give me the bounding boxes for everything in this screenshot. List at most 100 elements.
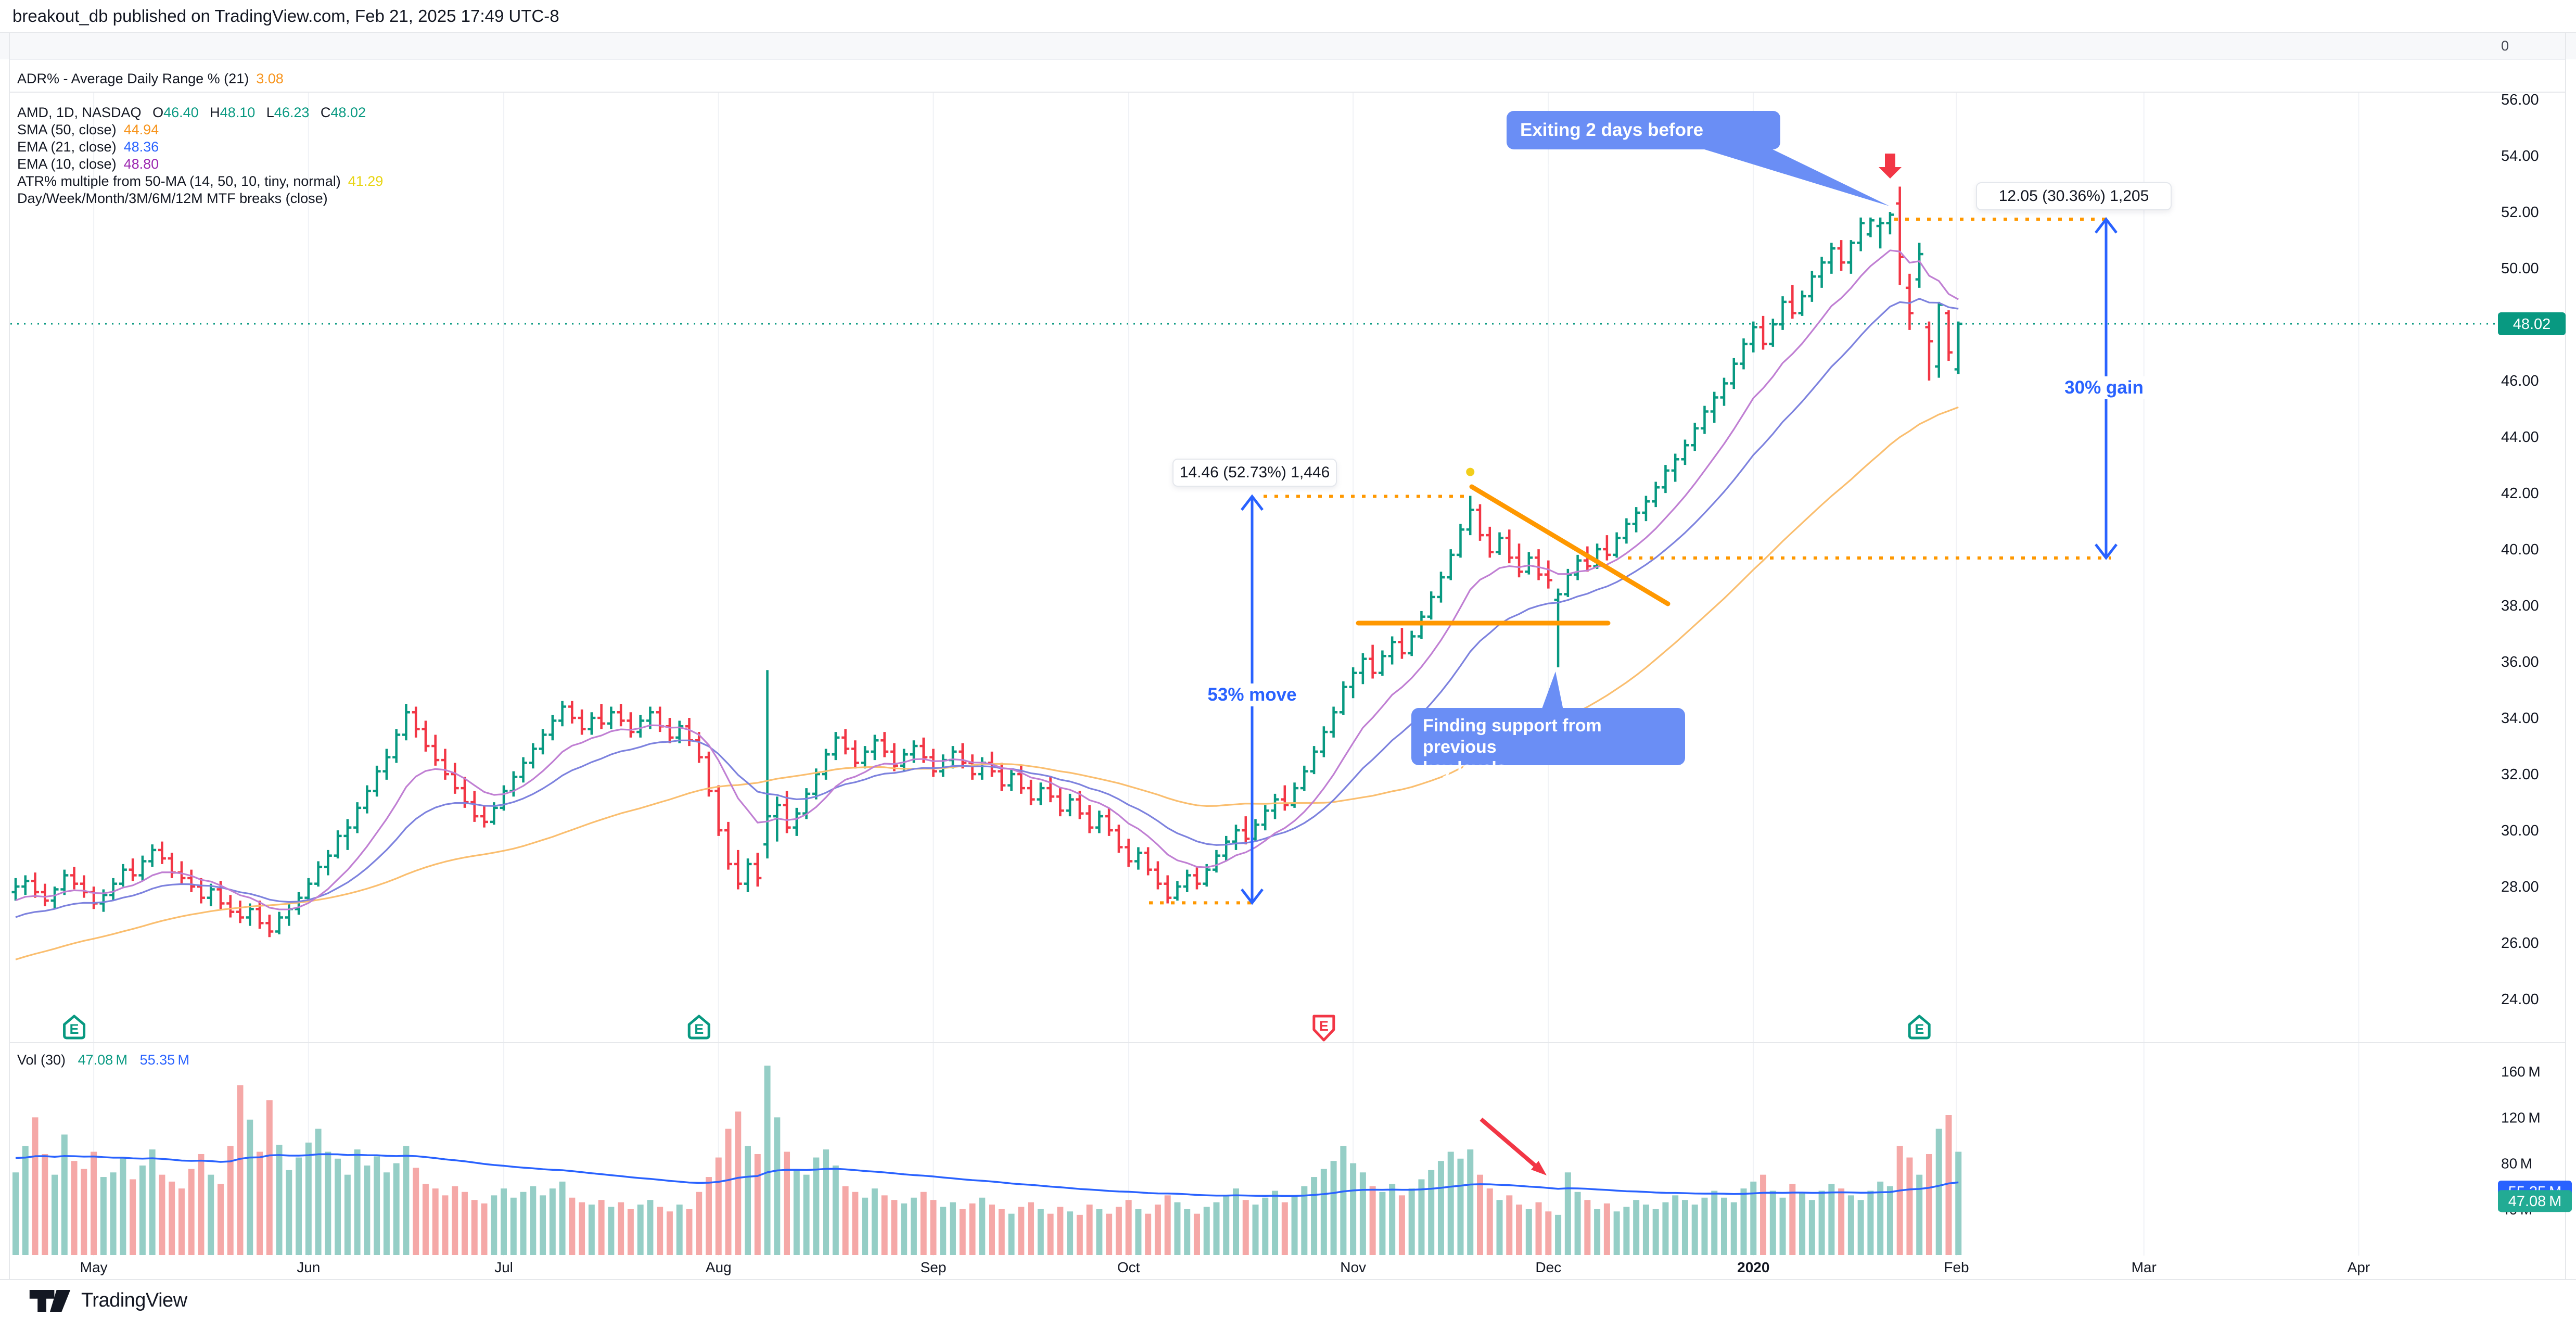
svg-text:0: 0 <box>2501 38 2509 54</box>
sma50-legend-row[interactable]: SMA (50, close) 44.94 <box>17 121 383 138</box>
tradingview-logo-icon <box>29 1289 71 1312</box>
svg-text:28.00: 28.00 <box>2501 879 2539 895</box>
measure-30pct <box>1628 217 2118 560</box>
ema10-label: EMA (10, close) <box>17 156 117 172</box>
svg-text:Mar: Mar <box>2132 1259 2157 1275</box>
adr-pane-strip <box>0 32 2576 59</box>
svg-text:56.00: 56.00 <box>2501 92 2539 108</box>
svg-text:Apr: Apr <box>2348 1259 2370 1275</box>
measure-note-30pct: 30% gain <box>2059 376 2149 399</box>
earnings-badge-up[interactable]: E <box>1908 1015 1931 1040</box>
sma50-line <box>15 406 1959 960</box>
close-value: 48.02 <box>330 105 366 120</box>
ema21-label: EMA (21, close) <box>17 139 117 155</box>
svg-text:34.00: 34.00 <box>2501 710 2539 727</box>
price-axis[interactable]: 0 56.00 54.00 52.00 50.00 46.00 44.00 42.00 40.0… <box>2501 38 2539 1008</box>
svg-text:46.00: 46.00 <box>2501 373 2539 389</box>
svg-text:44.00: 44.00 <box>2501 429 2539 446</box>
mtf-breaks-legend-row[interactable]: Day/Week/Month/3M/6M/12M MTF breaks (clo… <box>17 190 383 207</box>
measure-label-53pct: 14.46 (52.73%) 1,446 <box>1172 459 1337 487</box>
svg-text:Jun: Jun <box>297 1259 320 1275</box>
atr-multiple-value: 41.29 <box>348 173 384 189</box>
atr-multiple-legend-row[interactable]: ATR% multiple from 50-MA (14, 50, 10, ti… <box>17 173 383 190</box>
ohlc-bars[interactable] <box>11 186 1962 938</box>
sma50-value: 44.94 <box>123 122 159 137</box>
ema10-line <box>15 249 1959 910</box>
ema21-legend-row[interactable]: EMA (21, close) 48.36 <box>17 138 383 156</box>
svg-text:E: E <box>70 1021 79 1037</box>
open-value: 46.40 <box>163 105 199 120</box>
callout-exit-before-earnings: Exiting 2 days before earnings <box>1507 111 1780 179</box>
adr-indicator-legend[interactable]: ADR% - Average Daily Range % (21) 3.08 <box>17 71 284 87</box>
close-key: C <box>320 105 331 120</box>
earnings-badge-up[interactable]: E <box>63 1015 86 1040</box>
volume-bars <box>12 1066 1962 1255</box>
sell-arrow-marker <box>1879 154 1902 179</box>
pane-separators <box>0 32 2576 1280</box>
ema21-line <box>15 298 1959 918</box>
volume-legend-label: Vol (30) <box>17 1052 66 1068</box>
svg-text:47.08 M: 47.08 M <box>2508 1193 2562 1210</box>
svg-text:54.00: 54.00 <box>2501 148 2539 164</box>
atr-extension-dot <box>1466 467 1475 476</box>
volume-ma-legend-value: 55.35 M <box>139 1052 190 1068</box>
earnings-badge-up[interactable]: E <box>687 1015 710 1040</box>
svg-text:2020: 2020 <box>1737 1259 1769 1275</box>
time-axis[interactable]: May Jun Jul Aug Sep Oct Nov Dec 2020 Feb Mar Apr <box>80 1259 2370 1275</box>
callout-support-line2: key levels <box>1423 758 1507 778</box>
volume-last-badge: 47.08 M <box>2498 1190 2572 1212</box>
low-key: L <box>266 105 274 120</box>
ema21-value: 48.36 <box>123 139 159 155</box>
ema10-legend-row[interactable]: EMA (10, close) 48.80 <box>17 156 383 173</box>
low-value: 46.23 <box>274 105 310 120</box>
svg-text:120 M: 120 M <box>2501 1109 2541 1125</box>
volume-ma-line <box>15 1153 1959 1197</box>
svg-text:50.00: 50.00 <box>2501 260 2539 277</box>
svg-text:Dec: Dec <box>1535 1259 1561 1275</box>
sma50-label: SMA (50, close) <box>17 122 117 137</box>
svg-text:Jul: Jul <box>494 1259 513 1275</box>
svg-text:40.00: 40.00 <box>2501 541 2539 558</box>
svg-text:26.00: 26.00 <box>2501 935 2539 952</box>
svg-text:30.00: 30.00 <box>2501 822 2539 839</box>
svg-text:36.00: 36.00 <box>2501 654 2539 670</box>
callout-support-tail <box>1541 672 1563 710</box>
callout-exit-tail <box>1698 147 1890 206</box>
adr-legend-label: ADR% - Average Daily Range % (21) <box>17 71 249 86</box>
adr-legend-value: 3.08 <box>256 71 284 86</box>
svg-text:32.00: 32.00 <box>2501 766 2539 783</box>
svg-text:Nov: Nov <box>1340 1259 1366 1275</box>
callout-exit-text: Exiting 2 days before earnings <box>1520 120 1704 179</box>
volume-legend-value: 47.08 M <box>78 1052 128 1068</box>
svg-text:48.02: 48.02 <box>2513 316 2551 333</box>
svg-text:Feb: Feb <box>1944 1259 1969 1275</box>
measure-note-53pct: 53% move <box>1202 683 1302 706</box>
svg-text:May: May <box>80 1259 108 1275</box>
svg-text:Sep: Sep <box>921 1259 947 1275</box>
svg-text:Oct: Oct <box>1117 1259 1140 1275</box>
svg-text:Aug: Aug <box>706 1259 732 1275</box>
svg-text:E: E <box>694 1021 704 1037</box>
high-value: 48.10 <box>220 105 256 120</box>
svg-text:38.00: 38.00 <box>2501 598 2539 614</box>
tradingview-brand[interactable]: TradingView <box>27 1289 187 1312</box>
svg-text:24.00: 24.00 <box>2501 991 2539 1008</box>
callout-support-line1: Finding support from previous <box>1423 716 1602 757</box>
mtf-breaks-label: Day/Week/Month/3M/6M/12M MTF breaks (clo… <box>17 191 328 206</box>
volume-legend[interactable]: Vol (30) 47.08 M 55.35 M <box>17 1052 189 1068</box>
month-gridlines <box>93 93 2360 1256</box>
svg-text:42.00: 42.00 <box>2501 485 2539 502</box>
ema10-value: 48.80 <box>123 156 159 172</box>
current-price-badge: 48.02 <box>2498 312 2566 335</box>
tradingview-logo-text: TradingView <box>81 1289 187 1311</box>
high-key: H <box>210 105 220 120</box>
symbol-title: AMD, 1D, NASDAQ <box>17 105 142 120</box>
callout-finding-support: Finding support from previous key levels <box>1411 708 1685 778</box>
svg-text:80 M: 80 M <box>2501 1156 2532 1172</box>
measure-label-30pct: 12.05 (30.36%) 1,205 <box>1976 182 2172 210</box>
symbol-legend[interactable]: AMD, 1D, NASDAQ O46.40 H48.10 L46.23 C48… <box>17 104 383 207</box>
earnings-badge-down[interactable]: E <box>1312 1015 1335 1042</box>
atr-multiple-label: ATR% multiple from 50-MA (14, 50, 10, ti… <box>17 173 341 189</box>
